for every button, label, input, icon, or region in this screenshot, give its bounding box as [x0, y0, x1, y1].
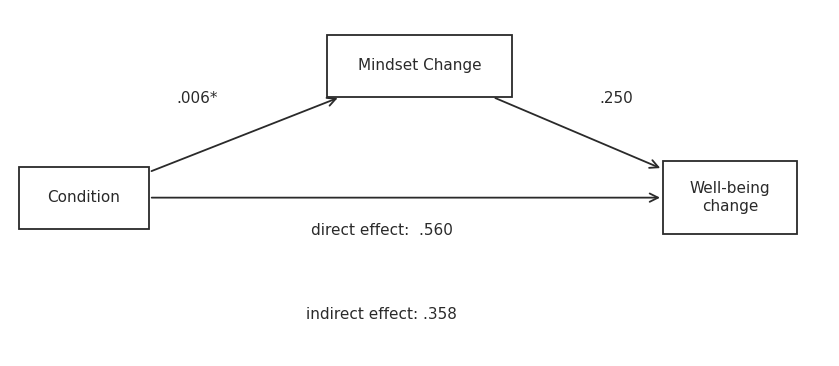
- Text: indirect effect: .358: indirect effect: .358: [306, 307, 457, 322]
- FancyBboxPatch shape: [19, 167, 149, 229]
- Text: direct effect:  .560: direct effect: .560: [310, 223, 453, 238]
- Text: Condition: Condition: [48, 190, 120, 205]
- Text: Mindset Change: Mindset Change: [357, 59, 482, 73]
- FancyBboxPatch shape: [663, 161, 797, 234]
- Text: .006*: .006*: [176, 92, 218, 106]
- Text: Well-being
change: Well-being change: [690, 182, 770, 214]
- Text: .250: .250: [600, 92, 633, 106]
- FancyBboxPatch shape: [327, 35, 512, 97]
